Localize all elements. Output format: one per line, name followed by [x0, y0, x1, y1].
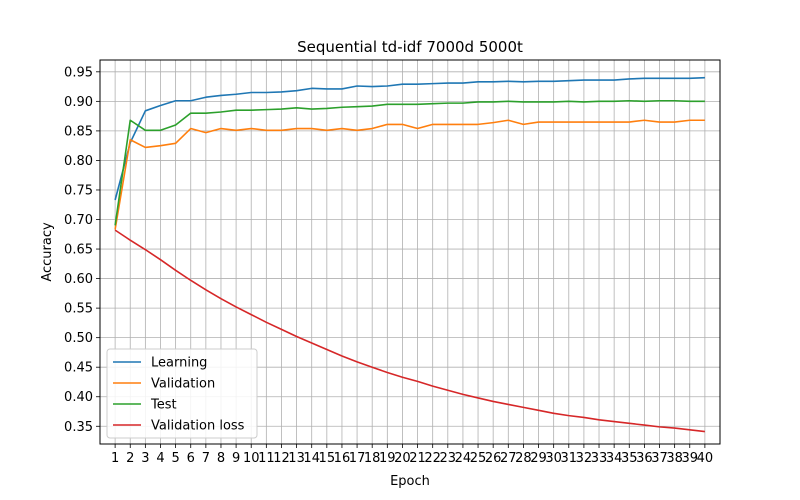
x-tick-label: 23: [440, 451, 457, 466]
x-tick-label: 16: [334, 451, 351, 466]
x-tick-label: 8: [217, 451, 225, 466]
x-tick-label: 9: [232, 451, 240, 466]
x-tick-label: 33: [591, 451, 608, 466]
x-tick-label: 25: [470, 451, 487, 466]
x-tick-label: 37: [651, 451, 668, 466]
x-tick-label: 40: [697, 451, 714, 466]
y-tick-label: 0.75: [64, 183, 93, 198]
legend-box: [106, 348, 258, 439]
x-tick-label: 5: [171, 451, 179, 466]
legend-label-validation: Validation: [151, 377, 215, 392]
y-tick-label: 0.70: [64, 213, 93, 228]
x-tick-label: 17: [349, 451, 366, 466]
x-tick-label: 14: [303, 451, 320, 466]
chart-title: Sequential td-idf 7000d 5000t: [297, 38, 523, 56]
series-line-validation: [114, 119, 705, 230]
x-tick-label: 19: [379, 451, 396, 466]
y-tick-label: 0.35: [64, 420, 93, 435]
x-tick-label: 30: [545, 451, 562, 466]
series-line-test: [114, 99, 705, 226]
x-tick-label: 36: [636, 451, 653, 466]
x-tick-label: 38: [666, 451, 683, 466]
x-tick-label: 15: [319, 451, 336, 466]
x-tick-label: 26: [485, 451, 502, 466]
y-tick-label: 0.45: [64, 361, 93, 376]
x-tick-label: 21: [409, 451, 426, 466]
series-lines: [114, 76, 705, 433]
grid-lines: [100, 60, 720, 444]
x-tick-label: 39: [681, 451, 698, 466]
x-tick-label: 10: [243, 451, 260, 466]
series-line-learning: [114, 76, 705, 201]
x-tick-label: 35: [621, 451, 638, 466]
x-tick-label: 3: [141, 451, 149, 466]
x-tick-label: 24: [455, 451, 472, 466]
x-tick-label: 12: [273, 451, 290, 466]
x-tick-label: 11: [258, 451, 275, 466]
x-tick-label: 34: [606, 451, 623, 466]
legend-label-test: Test: [150, 398, 177, 413]
x-tick-label: 20: [394, 451, 411, 466]
x-tick-label: 31: [561, 451, 578, 466]
x-tick-label: 32: [576, 451, 593, 466]
legend-label-learning: Learning: [151, 356, 207, 371]
x-tick-label: 2: [126, 451, 134, 466]
y-axis-ticks: 0.35 0.40 0.45 0.50 0.55 0.60 0.65 0.70 0.75 0.80…: [64, 65, 100, 435]
y-tick-label: 0.80: [64, 154, 93, 169]
x-tick-label: 27: [500, 451, 517, 466]
legend: Learning Validation Test Validation loss: [106, 348, 258, 439]
x-axis-label: Epoch: [390, 474, 430, 489]
legend-label-validation-loss: Validation loss: [151, 419, 245, 434]
x-tick-label: 28: [515, 451, 532, 466]
x-tick-label: 18: [364, 451, 381, 466]
y-tick-label: 0.65: [64, 243, 93, 258]
x-tick-label: 29: [530, 451, 547, 466]
series-line-validation-loss: [114, 229, 705, 433]
x-tick-label: 7: [202, 451, 210, 466]
y-axis-label: Accuracy: [40, 222, 55, 282]
x-tick-label: 22: [424, 451, 441, 466]
y-tick-label: 0.40: [64, 390, 93, 405]
y-tick-label: 0.60: [64, 272, 93, 287]
x-axis-ticks: 1 2 3 4 5 6 7 8 9 1011121314151617181920212223242…: [111, 444, 713, 466]
x-tick-label: 6: [187, 451, 195, 466]
y-tick-label: 0.50: [64, 331, 93, 346]
x-tick-label: 13: [288, 451, 305, 466]
y-tick-label: 0.55: [64, 302, 93, 317]
y-tick-label: 0.85: [64, 124, 93, 139]
y-tick-label: 0.90: [64, 95, 93, 110]
x-tick-label: 1: [111, 451, 119, 466]
x-tick-label: 4: [156, 451, 164, 466]
y-tick-label: 0.95: [64, 65, 93, 80]
plot-frame: [99, 59, 721, 445]
